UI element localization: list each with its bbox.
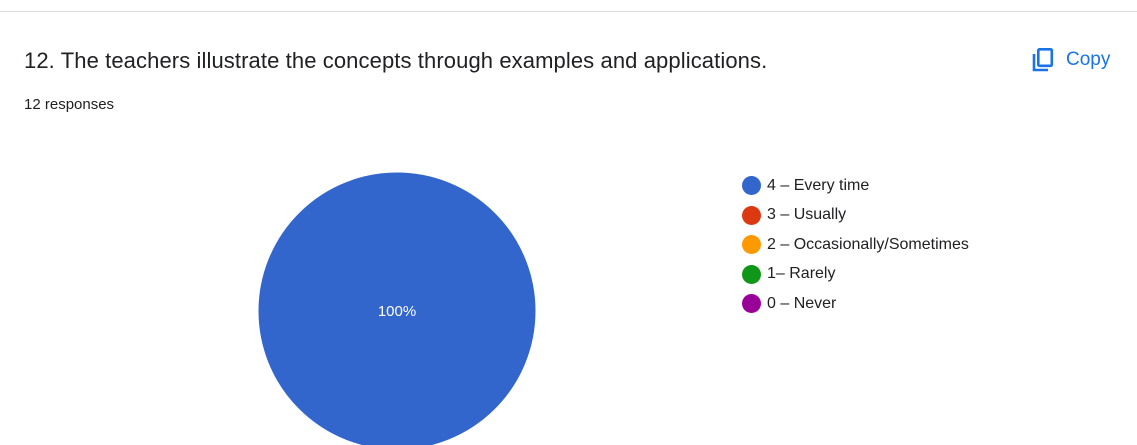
- legend-label: 1– Rarely: [767, 265, 836, 283]
- legend-swatch: [742, 294, 761, 314]
- question-title: 12. The teachers illustrate the concepts…: [24, 48, 768, 73]
- legend-item: 2 – Occasionally/Sometimes: [742, 230, 969, 260]
- legend-item: 1– Rarely: [742, 260, 969, 290]
- top-divider: [0, 11, 1137, 12]
- legend-item: 4 – Every time: [742, 171, 969, 201]
- copy-icon: [1032, 48, 1054, 72]
- copy-label: Copy: [1066, 49, 1111, 70]
- legend-label: 3 – Usually: [767, 206, 847, 224]
- legend-swatch: [742, 176, 761, 196]
- copy-chart-button[interactable]: Copy: [1032, 45, 1110, 75]
- pie-slice: [257, 171, 537, 445]
- response-count: 12 responses: [24, 96, 115, 113]
- legend-label: 4 – Every time: [767, 176, 870, 194]
- slice-label: 100%: [378, 303, 416, 320]
- legend-label: 0 – Never: [767, 294, 837, 312]
- chart-legend: 4 – Every time 3 – Usually 2 – Occasionall…: [742, 171, 969, 319]
- legend-swatch: [742, 205, 761, 225]
- legend-item: 3 – Usually: [742, 201, 969, 231]
- legend-item: 0 – Never: [742, 289, 969, 319]
- legend-swatch: [742, 235, 761, 255]
- legend-label: 2 – Occasionally/Sometimes: [767, 235, 969, 253]
- legend-swatch: [742, 264, 761, 284]
